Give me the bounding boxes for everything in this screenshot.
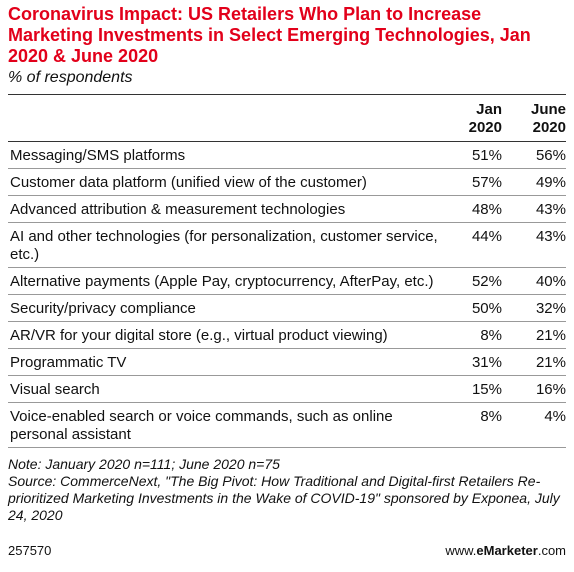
- value-jan-2020: 52%: [471, 273, 502, 290]
- table-row: Advanced attribution & measurement techn…: [8, 196, 566, 223]
- value-jan-2020: 50%: [471, 300, 502, 317]
- value-jan-2020: 8%: [480, 408, 502, 425]
- row-label: Customer data platform (unified view of …: [10, 174, 367, 191]
- table-row: Programmatic TV 31% 21%: [8, 349, 566, 376]
- source-text: Source: CommerceNext, "The Big Pivot: Ho…: [8, 473, 560, 523]
- note-text: Note: January 2020 n=111; June 2020 n=75: [8, 456, 280, 472]
- column-header-jan: Jan 2020: [468, 101, 502, 136]
- row-label: AR/VR for your digital store (e.g., virt…: [10, 327, 388, 344]
- brand-suffix: .com: [537, 543, 566, 558]
- value-june-2020: 16%: [535, 381, 566, 398]
- value-june-2020: 43%: [535, 228, 566, 245]
- table-row: Customer data platform (unified view of …: [8, 169, 566, 196]
- chart-subtitle: % of respondents: [8, 69, 133, 86]
- row-label: Alternative payments (Apple Pay, cryptoc…: [10, 273, 434, 290]
- row-label: Visual search: [10, 381, 100, 398]
- column-header-june: June 2020: [530, 101, 566, 136]
- chart-id: 257570: [8, 543, 52, 558]
- table-row: Security/privacy compliance 50% 32%: [8, 295, 566, 322]
- value-jan-2020: 31%: [471, 354, 502, 371]
- table-row: Alternative payments (Apple Pay, cryptoc…: [8, 268, 566, 295]
- notes: Note: January 2020 n=111; June 2020 n=75…: [8, 456, 566, 524]
- value-june-2020: 32%: [535, 300, 566, 317]
- value-june-2020: 56%: [535, 147, 566, 164]
- row-label: Programmatic TV: [10, 354, 127, 371]
- value-jan-2020: 57%: [471, 174, 502, 191]
- table-row: Visual search 15% 16%: [8, 376, 566, 403]
- chart-title: Coronavirus Impact: US Retailers Who Pla…: [8, 4, 531, 66]
- value-june-2020: 43%: [535, 201, 566, 218]
- brand-link[interactable]: www.eMarketer.com: [445, 543, 566, 558]
- value-june-2020: 21%: [535, 354, 566, 371]
- row-label: Advanced attribution & measurement techn…: [10, 201, 346, 218]
- value-june-2020: 4%: [544, 408, 566, 425]
- table-row: Voice-enabled search or voice commands, …: [8, 403, 566, 448]
- value-june-2020: 49%: [535, 174, 566, 191]
- footer: 257570 www.eMarketer.com: [8, 543, 566, 558]
- row-label: Messaging/SMS platforms: [10, 147, 186, 164]
- value-jan-2020: 15%: [471, 381, 502, 398]
- top-divider: [8, 94, 566, 95]
- value-june-2020: 40%: [535, 273, 566, 290]
- value-june-2020: 21%: [535, 327, 566, 344]
- value-jan-2020: 51%: [471, 147, 502, 164]
- row-label: AI and other technologies (for personali…: [10, 228, 438, 263]
- value-jan-2020: 8%: [480, 327, 502, 344]
- table-row: AR/VR for your digital store (e.g., virt…: [8, 322, 566, 349]
- value-jan-2020: 44%: [471, 228, 502, 245]
- row-label: Security/privacy compliance: [10, 300, 196, 317]
- brand-prefix: www.: [445, 543, 477, 558]
- table-header: Jan 2020 June 2020: [8, 95, 566, 142]
- table-body: Messaging/SMS platforms 51% 56% Customer da…: [8, 142, 566, 448]
- value-jan-2020: 48%: [471, 201, 502, 218]
- table-row: AI and other technologies (for personali…: [8, 223, 566, 268]
- row-label: Voice-enabled search or voice commands, …: [10, 408, 393, 443]
- table-row: Messaging/SMS platforms 51% 56%: [8, 142, 566, 169]
- brand-name: eMarketer: [476, 543, 538, 558]
